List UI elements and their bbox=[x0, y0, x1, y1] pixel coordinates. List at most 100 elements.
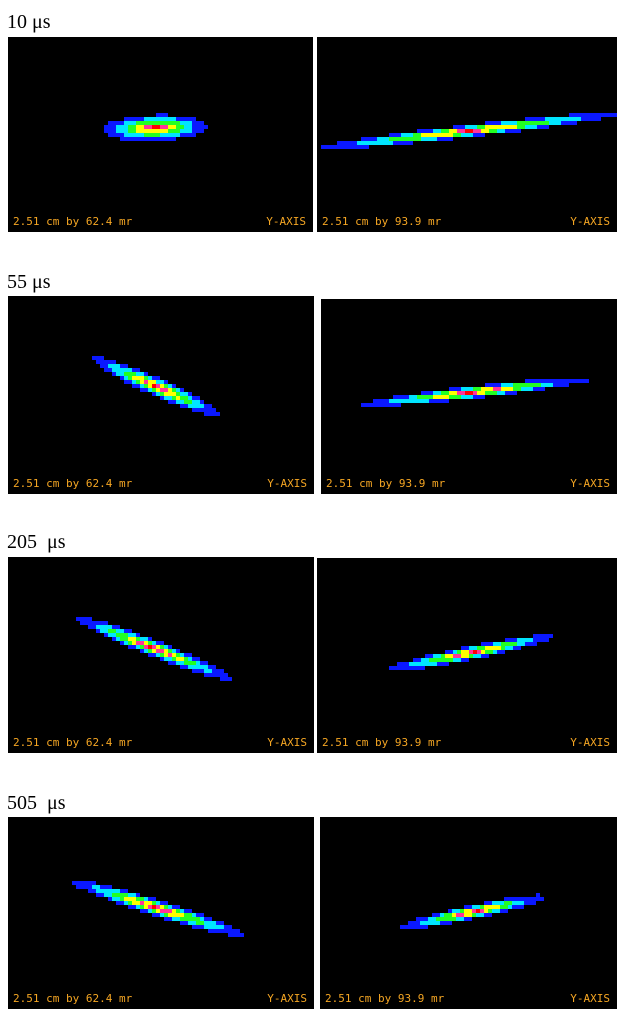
intensity-pixel bbox=[92, 356, 96, 360]
intensity-pixel bbox=[577, 113, 581, 117]
intensity-pixel bbox=[108, 885, 112, 889]
intensity-pixel bbox=[132, 901, 136, 905]
intensity-pixel bbox=[104, 368, 108, 372]
intensity-pixel bbox=[516, 905, 520, 909]
intensity-pixel bbox=[601, 113, 605, 117]
intensity-pixel bbox=[449, 395, 453, 399]
intensity-pixel bbox=[148, 376, 152, 380]
intensity-pixel bbox=[204, 673, 208, 677]
intensity-pixel bbox=[413, 137, 417, 141]
intensity-pixel bbox=[128, 137, 132, 141]
intensity-pixel bbox=[120, 893, 124, 897]
intensity-pixel bbox=[389, 666, 393, 670]
intensity-pixel bbox=[148, 901, 152, 905]
intensity-pixel bbox=[176, 392, 180, 396]
intensity-pixel bbox=[112, 637, 116, 641]
plot-caption-scale: 2.51 cm by 62.4 mr bbox=[13, 736, 133, 749]
intensity-pixel bbox=[489, 650, 493, 654]
intensity-pixel bbox=[180, 657, 184, 661]
intensity-pixel bbox=[176, 653, 180, 657]
intensity-pixel bbox=[180, 121, 184, 125]
intensity-pixel bbox=[425, 133, 429, 137]
intensity-pixel bbox=[148, 645, 152, 649]
intensity-pixel bbox=[381, 141, 385, 145]
intensity-pixel bbox=[80, 885, 84, 889]
intensity-pixel bbox=[457, 387, 461, 391]
intensity-pixel bbox=[373, 137, 377, 141]
intensity-pixel bbox=[160, 137, 164, 141]
intensity-pixel bbox=[96, 885, 100, 889]
intensity-pixel bbox=[92, 881, 96, 885]
intensity-pixel bbox=[509, 121, 513, 125]
intensity-pixel bbox=[545, 125, 549, 129]
intensity-pixel bbox=[196, 408, 200, 412]
intensity-pixel bbox=[373, 141, 377, 145]
intensity-pixel bbox=[144, 376, 148, 380]
intensity-pixel bbox=[136, 133, 140, 137]
intensity-pixel bbox=[429, 662, 433, 666]
intensity-pixel bbox=[533, 379, 537, 383]
intensity-pixel bbox=[533, 125, 537, 129]
intensity-pixel bbox=[453, 650, 457, 654]
intensity-pixel bbox=[112, 897, 116, 901]
intensity-pixel bbox=[565, 379, 569, 383]
intensity-pixel bbox=[92, 621, 96, 625]
intensity-pixel bbox=[96, 625, 100, 629]
intensity-pixel bbox=[440, 921, 444, 925]
intensity-pixel bbox=[457, 658, 461, 662]
intensity-pixel bbox=[441, 391, 445, 395]
intensity-pixel bbox=[505, 125, 509, 129]
intensity-pixel bbox=[473, 650, 477, 654]
intensity-pixel bbox=[537, 634, 541, 638]
intensity-pixel bbox=[529, 379, 533, 383]
intensity-pixel bbox=[180, 917, 184, 921]
intensity-pixel bbox=[148, 909, 152, 913]
intensity-pixel bbox=[465, 391, 469, 395]
intensity-pixel bbox=[148, 384, 152, 388]
intensity-pixel bbox=[116, 125, 120, 129]
intensity-pixel bbox=[116, 364, 120, 368]
intensity-pixel bbox=[160, 653, 164, 657]
intensity-pixel bbox=[128, 368, 132, 372]
intensity-pixel bbox=[537, 117, 541, 121]
intensity-pixel bbox=[472, 905, 476, 909]
intensity-pixel bbox=[192, 921, 196, 925]
intensity-pixel bbox=[132, 117, 136, 121]
intensity-pixel bbox=[152, 913, 156, 917]
intensity-pixel bbox=[128, 372, 132, 376]
intensity-pixel bbox=[144, 137, 148, 141]
intensity-pixel bbox=[132, 125, 136, 129]
intensity-pixel bbox=[136, 893, 140, 897]
intensity-pixel bbox=[504, 897, 508, 901]
intensity-pixel bbox=[180, 661, 184, 665]
intensity-pixel bbox=[501, 383, 505, 387]
intensity-pixel bbox=[164, 917, 168, 921]
intensity-pixel bbox=[449, 129, 453, 133]
intensity-pixel bbox=[449, 137, 453, 141]
intensity-pixel bbox=[489, 129, 493, 133]
intensity-pixel bbox=[361, 403, 365, 407]
intensity-pixel bbox=[188, 400, 192, 404]
intensity-pixel bbox=[184, 404, 188, 408]
intensity-pixel bbox=[557, 121, 561, 125]
intensity-pixel bbox=[496, 909, 500, 913]
intensity-pixel bbox=[461, 654, 465, 658]
intensity-pixel bbox=[160, 909, 164, 913]
intensity-pixel bbox=[180, 909, 184, 913]
intensity-pixel bbox=[489, 642, 493, 646]
intensity-pixel bbox=[545, 121, 549, 125]
intensity-pixel bbox=[413, 666, 417, 670]
intensity-pixel bbox=[76, 885, 80, 889]
intensity-pixel bbox=[468, 905, 472, 909]
intensity-pixel bbox=[196, 925, 200, 929]
intensity-pixel bbox=[489, 121, 493, 125]
intensity-pixel bbox=[533, 634, 537, 638]
intensity-pixel bbox=[497, 129, 501, 133]
intensity-pixel bbox=[337, 141, 341, 145]
intensity-pixel bbox=[433, 662, 437, 666]
intensity-pixel bbox=[433, 399, 437, 403]
intensity-pixel bbox=[116, 368, 120, 372]
intensity-pixel bbox=[156, 905, 160, 909]
intensity-pixel bbox=[417, 137, 421, 141]
intensity-pixel bbox=[513, 638, 517, 642]
